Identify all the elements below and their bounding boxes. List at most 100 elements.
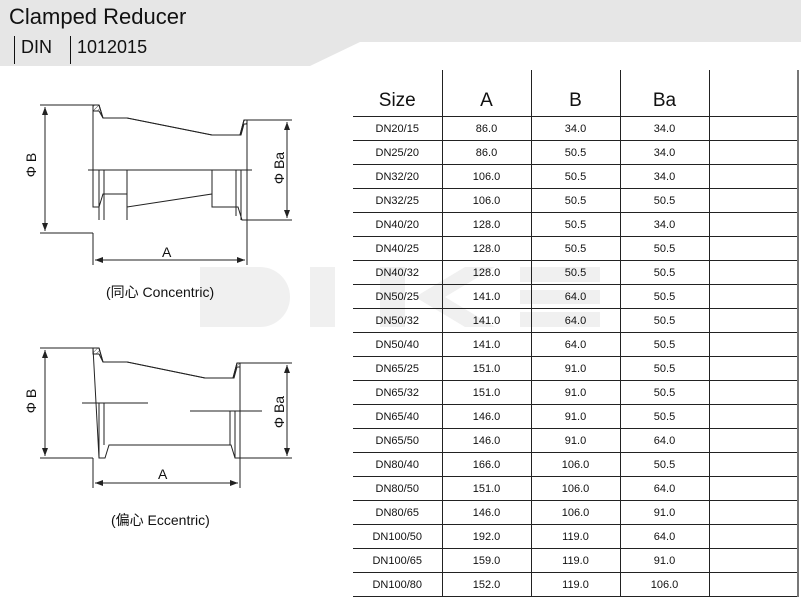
table-row: DN50/25 141.0 64.0 50.5 [353,284,799,309]
table-cell: 106.0 [619,572,709,597]
table-cell: DN100/80 [353,572,442,597]
table-cell: 50.5 [619,260,709,285]
table-row: DN40/20 128.0 50.5 34.0 [353,212,799,237]
table-row: DN80/65 146.0 106.0 91.0 [353,500,799,525]
product-code: 1012015 [70,36,147,64]
header-band [0,0,801,66]
table-row: DN65/32 151.0 91.0 50.5 [353,380,799,405]
table-cell: 50.5 [619,404,709,429]
table-cell: 151.0 [441,356,531,381]
table-cell: 50.5 [530,212,620,237]
table-cell: 50.5 [619,308,709,333]
table-row: DN32/20 106.0 50.5 34.0 [353,164,799,189]
table-row: DN40/32 128.0 50.5 50.5 [353,260,799,285]
table-cell: 50.5 [530,236,620,261]
table-cell [708,572,799,597]
table-cell: DN65/40 [353,404,442,429]
table-cell: 106.0 [441,164,531,189]
concentric-drawing [40,104,292,265]
table-cell: 159.0 [441,548,531,573]
eccentric-dim-b: Φ B [23,388,40,414]
table-cell: DN65/32 [353,380,442,405]
table-cell: DN80/50 [353,476,442,501]
table-cell: 106.0 [530,476,620,501]
table-cell: 119.0 [530,548,620,573]
table-cell: 119.0 [530,524,620,549]
table-cell: DN100/50 [353,524,442,549]
table-cell: 50.5 [619,332,709,357]
table-cell: 106.0 [441,188,531,213]
table-cell: 141.0 [441,284,531,309]
eccentric-drawing [40,347,292,488]
column-header: B [530,70,620,117]
table-cell: 91.0 [619,548,709,573]
table-cell [708,308,799,333]
column-header: Size [353,70,442,117]
page-title: Clamped Reducer [9,4,187,29]
dimensions-table: Size A B Ba DN20/15 86.0 34.0 34.0 DN25/20 86.0 5… [353,70,799,597]
table-row: DN100/80 152.0 119.0 106.0 [353,572,799,597]
table-cell: 146.0 [441,500,531,525]
table-cell [708,524,799,549]
table-cell [708,212,799,237]
table-row: DN40/25 128.0 50.5 50.5 [353,236,799,261]
table-cell: 64.0 [619,524,709,549]
table-cell: 50.5 [619,380,709,405]
concentric-dim-a: A [162,244,172,260]
table-cell: 50.5 [530,260,620,285]
table-cell: 50.5 [619,452,709,477]
table-cell: DN20/15 [353,116,442,141]
table-cell: 50.5 [530,188,620,213]
table-cell [708,476,799,501]
table-cell: 91.0 [530,404,620,429]
table-cell [708,140,799,165]
table-cell: 151.0 [441,380,531,405]
table-cell: 128.0 [441,236,531,261]
table-row: DN50/40 141.0 64.0 50.5 [353,332,799,357]
table-cell [708,332,799,357]
table-cell: DN50/25 [353,284,442,309]
table-row: DN65/50 146.0 91.0 64.0 [353,428,799,453]
table-cell: 64.0 [530,332,620,357]
table-cell: DN32/25 [353,188,442,213]
table-cell [708,236,799,261]
table-cell: 146.0 [441,404,531,429]
table-cell: DN40/20 [353,212,442,237]
table-cell: DN65/50 [353,428,442,453]
table-row: DN65/40 146.0 91.0 50.5 [353,404,799,429]
table-cell: 151.0 [441,476,531,501]
table-cell: 64.0 [530,308,620,333]
table-row: DN32/25 106.0 50.5 50.5 [353,188,799,213]
table-cell: 141.0 [441,332,531,357]
table-cell: 166.0 [441,452,531,477]
column-header: A [441,70,531,117]
table-cell [708,356,799,381]
table-cell: 192.0 [441,524,531,549]
table-cell [708,452,799,477]
table-row: DN20/15 86.0 34.0 34.0 [353,116,799,141]
table-row: DN80/50 151.0 106.0 64.0 [353,476,799,501]
table-cell: 91.0 [530,380,620,405]
table-cell: 50.5 [619,284,709,309]
table-cell: DN40/32 [353,260,442,285]
table-cell: DN25/20 [353,140,442,165]
table-cell: 141.0 [441,308,531,333]
table-cell: 106.0 [530,452,620,477]
table-cell: 119.0 [530,572,620,597]
table-cell: 50.5 [530,164,620,189]
table-row: DN100/65 159.0 119.0 91.0 [353,548,799,573]
table-cell: 34.0 [619,212,709,237]
table-cell: 50.5 [619,236,709,261]
table-row: DN65/25 151.0 91.0 50.5 [353,356,799,381]
table-header: Size A B Ba [353,70,799,117]
concentric-caption: (同心 Concentric) [106,284,215,300]
eccentric-dim-a: A [158,466,168,482]
table-cell: 50.5 [530,140,620,165]
table-cell: 91.0 [619,500,709,525]
table-cell: 146.0 [441,428,531,453]
table-cell: 34.0 [619,116,709,141]
table-cell [708,188,799,213]
table-cell: DN32/20 [353,164,442,189]
table-cell: 34.0 [619,164,709,189]
table-cell: 128.0 [441,212,531,237]
